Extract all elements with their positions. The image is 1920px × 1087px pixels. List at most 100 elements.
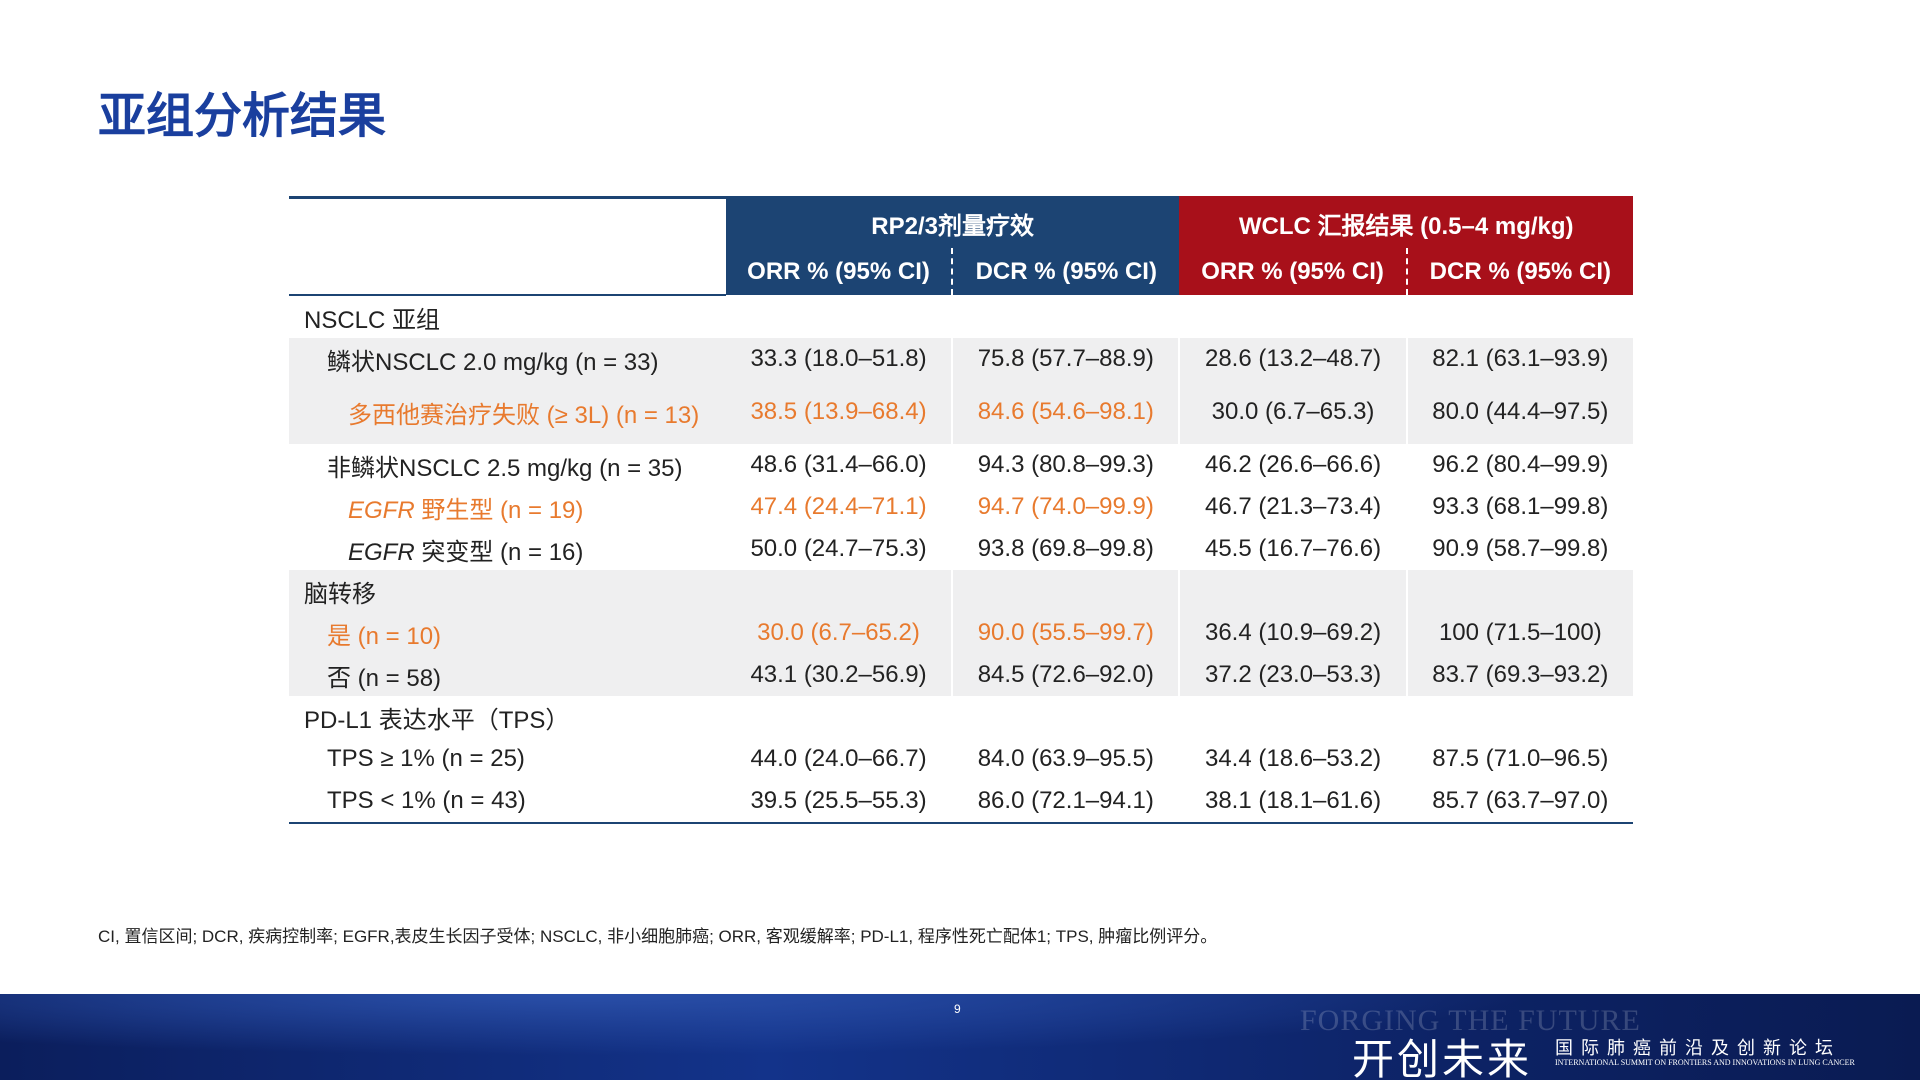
row-label: PD-L1 表达水平（TPS） — [289, 696, 726, 738]
footer-watermark: FORGING THE FUTURE — [1300, 1004, 1641, 1037]
column-header-row: ORR % (95% CI) DCR % (95% CI) ORR % (95% C… — [289, 248, 1633, 295]
row-label-text: TPS ≥ 1% (n = 25) — [327, 745, 525, 772]
value-cell: 83.7 (69.3–93.2) — [1405, 654, 1633, 696]
value-cell: 90.9 (58.7–99.8) — [1405, 528, 1633, 570]
value-cell: 38.5 (13.9–68.4) — [725, 380, 953, 444]
value-cell — [726, 696, 952, 738]
row-label: TPS < 1% (n = 43) — [289, 780, 726, 824]
value-cell: 44.0 (24.0–66.7) — [750, 745, 927, 772]
value-cell — [951, 295, 1180, 338]
value-cell: 37.2 (23.0–53.3) — [1178, 654, 1407, 696]
table-row: 鳞状NSCLC 2.0 mg/kg (n = 33) 33.3 (18.0–51.… — [289, 338, 1633, 380]
value-cell — [1178, 696, 1407, 738]
value-cell: 43.1 (30.2–56.9) — [725, 654, 953, 696]
slide-title: 亚组分析结果 — [98, 90, 387, 143]
value-cell: 47.4 (24.4–71.1) — [750, 493, 927, 520]
row-label-text: PD-L1 表达水平（TPS） — [304, 706, 570, 734]
value-cell: 100 (71.5–100) — [1405, 612, 1633, 654]
footnote: CI, 置信区间; DCR, 疾病控制率; EGFR,表皮生长因子受体; NSC… — [98, 927, 1218, 946]
row-label-text: 多西他赛治疗失败 (≥ 3L) (n = 13) — [348, 401, 700, 429]
value-cell: 45.5 (16.7–76.6) — [1178, 528, 1407, 570]
results-table: RP2/3剂量疗效 WCLC 汇报结果 (0.5–4 mg/kg) ORR % (… — [289, 196, 1633, 824]
row-label-text: 突变型 (n = 16) — [421, 538, 584, 566]
value-cell: 86.0 (72.1–94.1) — [951, 780, 1180, 824]
footer-brand: 开创未来 — [1352, 1036, 1533, 1083]
row-label-text: 野生型 (n = 19) — [421, 496, 584, 524]
column-header: DCR % (95% CI) — [951, 248, 1180, 295]
value-cell: 80.0 (44.4–97.5) — [1405, 380, 1633, 444]
table-row: 是 (n = 10) 30.0 (6.7–65.2) 90.0 (55.5–99.7… — [289, 612, 1633, 654]
row-label: EGFR 突变型 (n = 16) — [289, 528, 726, 570]
value-cell — [726, 295, 952, 338]
value-cell: 90.0 (55.5–99.7) — [951, 612, 1180, 654]
row-label: 鳞状NSCLC 2.0 mg/kg (n = 33) — [289, 338, 726, 380]
value-cell: 34.4 (18.6–53.2) — [1178, 738, 1407, 780]
table-row: EGFR 野生型 (n = 19) 47.4 (24.4–71.1) 94.7 (7… — [289, 486, 1633, 528]
value-cell — [1405, 295, 1633, 338]
table-row: TPS < 1% (n = 43) 39.5 (25.5–55.3) 86.0 (7… — [289, 780, 1633, 824]
value-cell — [951, 570, 1180, 612]
value-cell: 30.0 (6.7–65.3) — [1178, 380, 1407, 444]
row-label-text: 脑转移 — [304, 580, 376, 608]
value-cell: 85.7 (63.7–97.0) — [1405, 780, 1633, 824]
value-cell: 39.5 (25.5–55.3) — [725, 780, 953, 824]
value-cell: 38.1 (18.1–61.6) — [1178, 780, 1407, 824]
value-cell: 75.8 (57.7–88.9) — [951, 338, 1180, 380]
row-label-text: 是 (n = 10) — [327, 622, 442, 650]
table-body: NSCLC 亚组鳞状NSCLC 2.0 mg/kg (n = 33) 33.3 (… — [289, 295, 1633, 824]
value-cell: 46.2 (26.6–66.6) — [1178, 444, 1407, 486]
value-cell: 48.6 (31.4–66.0) — [750, 451, 927, 478]
row-label-text: TPS < 1% (n = 43) — [327, 787, 526, 814]
table-row: EGFR 突变型 (n = 16) 50.0 (24.7–75.3) 93.8 (6… — [289, 528, 1633, 570]
row-label: 否 (n = 58) — [289, 654, 726, 696]
value-cell: 93.3 (68.1–99.8) — [1405, 486, 1633, 528]
row-label: TPS ≥ 1% (n = 25) — [289, 738, 726, 780]
value-cell: 87.5 (71.0–96.5) — [1405, 738, 1633, 780]
row-label: 脑转移 — [289, 570, 726, 612]
value-cell — [951, 696, 1180, 738]
group-header: RP2/3剂量疗效 — [725, 196, 1180, 248]
table-row: NSCLC 亚组 — [289, 295, 1633, 338]
table-row: 否 (n = 58) 43.1 (30.2–56.9) 84.5 (72.6–92.… — [289, 654, 1633, 696]
row-label: 是 (n = 10) — [289, 612, 726, 654]
table-row: PD-L1 表达水平（TPS） — [289, 696, 1633, 738]
group-header-row: RP2/3剂量疗效 WCLC 汇报结果 (0.5–4 mg/kg) — [289, 196, 1633, 296]
row-label-italic: EGFR — [348, 538, 415, 566]
group-header: WCLC 汇报结果 (0.5–4 mg/kg) — [1179, 196, 1633, 248]
column-header: ORR % (95% CI) — [725, 248, 953, 295]
value-cell: 84.5 (72.6–92.0) — [951, 654, 1180, 696]
row-label-text: 非鳞状NSCLC 2.5 mg/kg (n = 35) — [327, 454, 683, 482]
value-cell: 84.0 (63.9–95.5) — [951, 738, 1180, 780]
value-cell: 28.6 (13.2–48.7) — [1178, 338, 1407, 380]
table-row: 脑转移 — [289, 570, 1633, 612]
row-label: NSCLC 亚组 — [289, 295, 726, 338]
row-label: 非鳞状NSCLC 2.5 mg/kg (n = 35) — [289, 444, 726, 486]
value-cell: 84.6 (54.6–98.1) — [951, 380, 1180, 444]
value-cell — [725, 570, 953, 612]
value-cell: 46.7 (21.3–73.4) — [1178, 486, 1407, 528]
row-label-text: 否 (n = 58) — [327, 664, 442, 692]
row-label-italic: EGFR — [348, 496, 415, 524]
value-cell: 30.0 (6.7–65.2) — [725, 612, 953, 654]
page-number: 9 — [954, 1002, 961, 1016]
value-cell: 94.3 (80.8–99.3) — [951, 444, 1180, 486]
row-label: 多西他赛治疗失败 (≥ 3L) (n = 13) — [289, 380, 726, 444]
footer-forum-en: INTERNATIONAL SUMMIT ON FRONTIERS AND IN… — [1555, 1058, 1855, 1067]
table-row: 多西他赛治疗失败 (≥ 3L) (n = 13) 38.5 (13.9–68.4)… — [289, 380, 1633, 444]
value-cell: 50.0 (24.7–75.3) — [750, 535, 927, 562]
value-cell: 33.3 (18.0–51.8) — [725, 338, 953, 380]
value-cell: 36.4 (10.9–69.2) — [1178, 612, 1407, 654]
row-label: EGFR 野生型 (n = 19) — [289, 486, 726, 528]
value-cell — [1405, 570, 1633, 612]
column-header: ORR % (95% CI) — [1179, 248, 1407, 295]
value-cell — [1405, 696, 1633, 738]
value-cell — [1178, 295, 1407, 338]
value-cell: 96.2 (80.4–99.9) — [1405, 444, 1633, 486]
row-label-text: 鳞状NSCLC 2.0 mg/kg (n = 33) — [327, 348, 659, 376]
table-head: RP2/3剂量疗效 WCLC 汇报结果 (0.5–4 mg/kg) ORR % (… — [289, 196, 1633, 296]
footer-band — [0, 994, 1920, 1080]
header-blank — [289, 196, 726, 296]
value-cell: 94.7 (74.0–99.9) — [951, 486, 1180, 528]
value-cell: 93.8 (69.8–99.8) — [951, 528, 1180, 570]
